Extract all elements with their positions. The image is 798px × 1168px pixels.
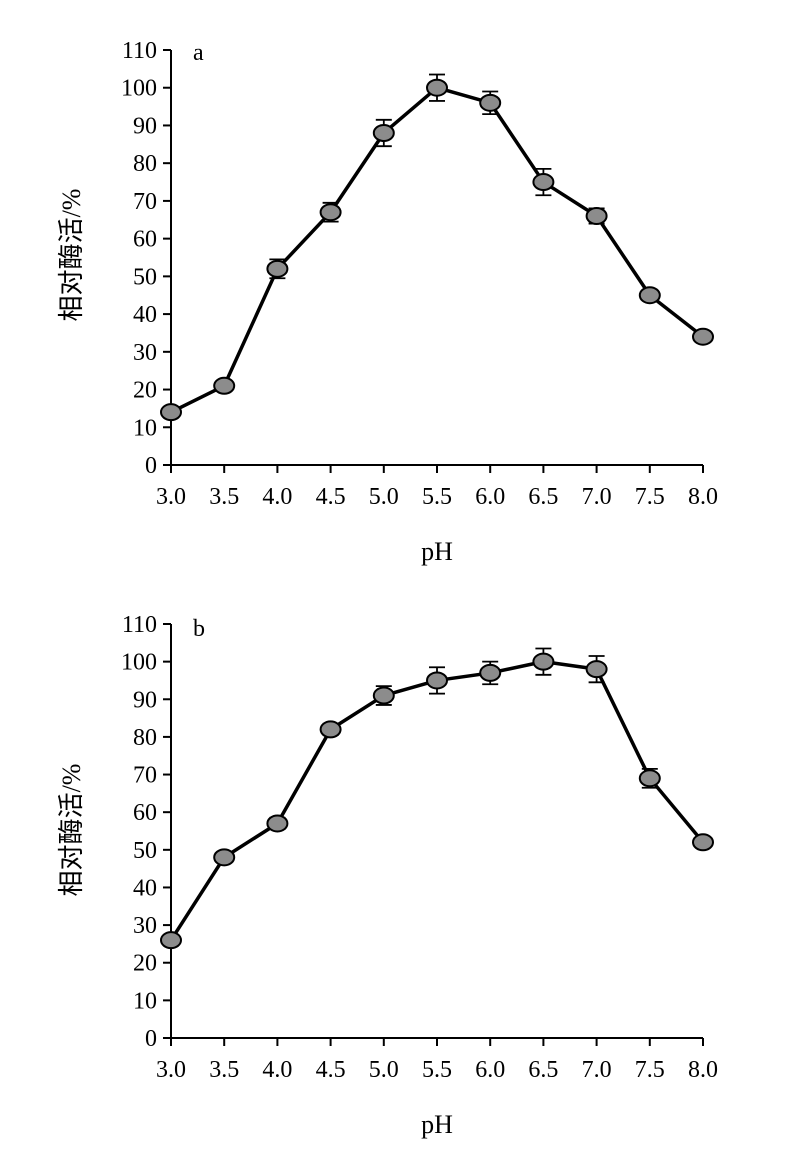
data-point bbox=[319, 203, 342, 222]
y-tick-label: 20 bbox=[133, 378, 157, 404]
panel-label-a: a bbox=[193, 40, 204, 66]
data-point bbox=[266, 814, 289, 833]
y-axis-title-a: 相对酶活/% bbox=[57, 189, 86, 322]
data-point bbox=[372, 124, 395, 142]
y-axis-title-b: 相对酶活/% bbox=[57, 764, 86, 897]
x-axis-title-b: pH bbox=[421, 1110, 453, 1139]
data-point bbox=[160, 931, 182, 950]
x-tick-label: 6.5 bbox=[528, 484, 558, 510]
x-tick-label: 6.0 bbox=[475, 1057, 505, 1083]
data-point bbox=[692, 833, 714, 852]
data-point bbox=[532, 652, 555, 671]
x-tick-label: 6.0 bbox=[475, 484, 505, 510]
y-tick-label: 50 bbox=[133, 838, 157, 864]
x-tick-label: 5.5 bbox=[422, 484, 452, 510]
x-tick-label: 5.5 bbox=[422, 1057, 452, 1083]
data-point bbox=[213, 848, 236, 867]
y-tick-label: 110 bbox=[122, 612, 157, 638]
y-tick-label: 40 bbox=[133, 302, 157, 328]
x-tick-label: 4.5 bbox=[316, 1057, 346, 1083]
y-tick-label: 100 bbox=[121, 76, 157, 102]
y-tick-label: 50 bbox=[133, 264, 157, 290]
data-point bbox=[532, 173, 555, 192]
x-tick-label: 3.5 bbox=[209, 1057, 239, 1083]
x-tick-label: 5.0 bbox=[369, 1057, 399, 1083]
x-tick-label: 7.5 bbox=[635, 484, 665, 510]
x-tick-label: 4.0 bbox=[262, 484, 292, 510]
y-tick-label: 10 bbox=[133, 988, 157, 1014]
x-tick-label: 4.5 bbox=[316, 484, 346, 510]
y-tick-label: 100 bbox=[121, 650, 157, 676]
y-tick-label: 70 bbox=[133, 189, 157, 215]
x-tick-label: 3.0 bbox=[156, 1057, 186, 1083]
y-tick-label: 60 bbox=[133, 227, 157, 253]
chart-panel-b: 相对酶活/% b pH 0 10 20 30 40 50 60 70 80 90 100 110 3.0… bbox=[57, 612, 718, 1139]
x-tick-label: 3.5 bbox=[209, 484, 239, 510]
y-tick-label: 30 bbox=[133, 913, 157, 939]
y-tick-label: 110 bbox=[122, 38, 157, 64]
y-tick-label: 90 bbox=[133, 687, 157, 713]
data-point bbox=[426, 671, 448, 690]
x-tick-label: 7.5 bbox=[635, 1057, 665, 1083]
y-tick-label: 70 bbox=[133, 763, 157, 789]
y-tick-label: 80 bbox=[133, 725, 157, 751]
data-point bbox=[372, 686, 395, 705]
data-point bbox=[213, 376, 236, 395]
x-axis-title-a: pH bbox=[421, 537, 453, 566]
x-tick-label: 5.0 bbox=[369, 484, 399, 510]
series-line bbox=[169, 659, 705, 942]
series-line bbox=[170, 85, 705, 414]
data-point bbox=[479, 93, 502, 112]
y-tick-label: 10 bbox=[133, 415, 157, 441]
x-tick-label: 4.0 bbox=[262, 1057, 292, 1083]
x-tick-label: 3.0 bbox=[156, 484, 186, 510]
y-tick-label: 0 bbox=[145, 1026, 157, 1052]
data-point bbox=[692, 327, 714, 346]
data-point bbox=[160, 403, 182, 422]
data-point bbox=[585, 660, 608, 679]
y-tick-label: 20 bbox=[133, 951, 157, 977]
y-tick-label: 0 bbox=[145, 453, 157, 479]
panel-label-b: b bbox=[193, 616, 205, 642]
y-tick-label: 80 bbox=[133, 151, 157, 177]
x-tick-label: 7.0 bbox=[582, 1057, 612, 1083]
data-point bbox=[638, 769, 661, 788]
plot-area-b: 0 10 20 30 40 50 60 70 80 90 100 110 3.0 3.5 4.0 4.5 5.0… bbox=[121, 612, 718, 1083]
data-point bbox=[266, 259, 289, 278]
x-tick-label: 6.5 bbox=[528, 1057, 558, 1083]
y-tick-label: 60 bbox=[133, 800, 157, 826]
x-tick-label: 8.0 bbox=[688, 1057, 718, 1083]
data-point bbox=[319, 720, 342, 739]
x-tick-label: 8.0 bbox=[688, 484, 718, 510]
y-tick-label: 40 bbox=[133, 875, 157, 901]
y-tick-label: 30 bbox=[133, 340, 157, 366]
y-tick-label: 90 bbox=[133, 113, 157, 139]
x-tick-label: 7.0 bbox=[582, 484, 612, 510]
data-point bbox=[638, 286, 661, 305]
data-point bbox=[479, 663, 502, 682]
data-point bbox=[426, 78, 448, 97]
data-point bbox=[585, 207, 608, 225]
chart-panel-a: 相对酶活/% a pH 0 10 20 30 40 50 60 70 80 90 100 110 3.0… bbox=[57, 38, 718, 566]
plot-area-a: 0 10 20 30 40 50 60 70 80 90 100 110 3.0 3.5 4.0 4.5 5.0… bbox=[121, 38, 718, 510]
